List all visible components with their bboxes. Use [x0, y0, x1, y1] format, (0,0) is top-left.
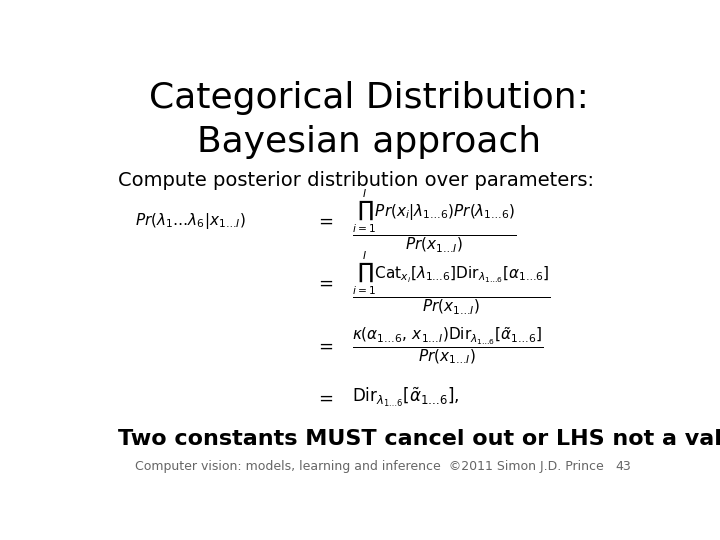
Text: $\mathrm{Dir}_{\lambda_{1\ldots 6}}[\tilde{\alpha}_{1\ldots 6}],$: $\mathrm{Dir}_{\lambda_{1\ldots 6}}[\til…: [352, 386, 460, 409]
Text: Categorical Distribution:
Bayesian approach: Categorical Distribution: Bayesian appro…: [149, 82, 589, 159]
Text: Two constants MUST cancel out or LHS not a valid pdf: Two constants MUST cancel out or LHS not…: [118, 429, 720, 449]
Text: $\dfrac{\kappa(\alpha_{1\ldots 6},\, x_{1\ldots I})\mathrm{Dir}_{\lambda_{1\ldot: $\dfrac{\kappa(\alpha_{1\ldots 6},\, x_{…: [352, 325, 544, 366]
Text: $=$: $=$: [315, 274, 333, 292]
Text: $\dfrac{\prod_{i=1}^{I} \mathrm{Cat}_{x_i}[\lambda_{1\ldots 6}]\mathrm{Dir}_{\la: $\dfrac{\prod_{i=1}^{I} \mathrm{Cat}_{x_…: [352, 249, 552, 316]
Text: 43: 43: [616, 460, 631, 473]
Text: $=$: $=$: [315, 336, 333, 354]
Text: $\dfrac{\prod_{i=1}^{I} Pr(x_i|\lambda_{1\ldots 6})Pr(\lambda_{1\ldots 6})}{Pr(x: $\dfrac{\prod_{i=1}^{I} Pr(x_i|\lambda_{…: [352, 187, 517, 254]
Text: $Pr(\lambda_1\ldots\lambda_6|x_{1\ldots I})$: $Pr(\lambda_1\ldots\lambda_6|x_{1\ldots …: [135, 211, 246, 231]
Text: Computer vision: models, learning and inference  ©2011 Simon J.D. Prince: Computer vision: models, learning and in…: [135, 460, 603, 473]
Text: Compute posterior distribution over parameters:: Compute posterior distribution over para…: [118, 171, 594, 190]
Text: $=$: $=$: [315, 388, 333, 407]
Text: $=$: $=$: [315, 212, 333, 230]
